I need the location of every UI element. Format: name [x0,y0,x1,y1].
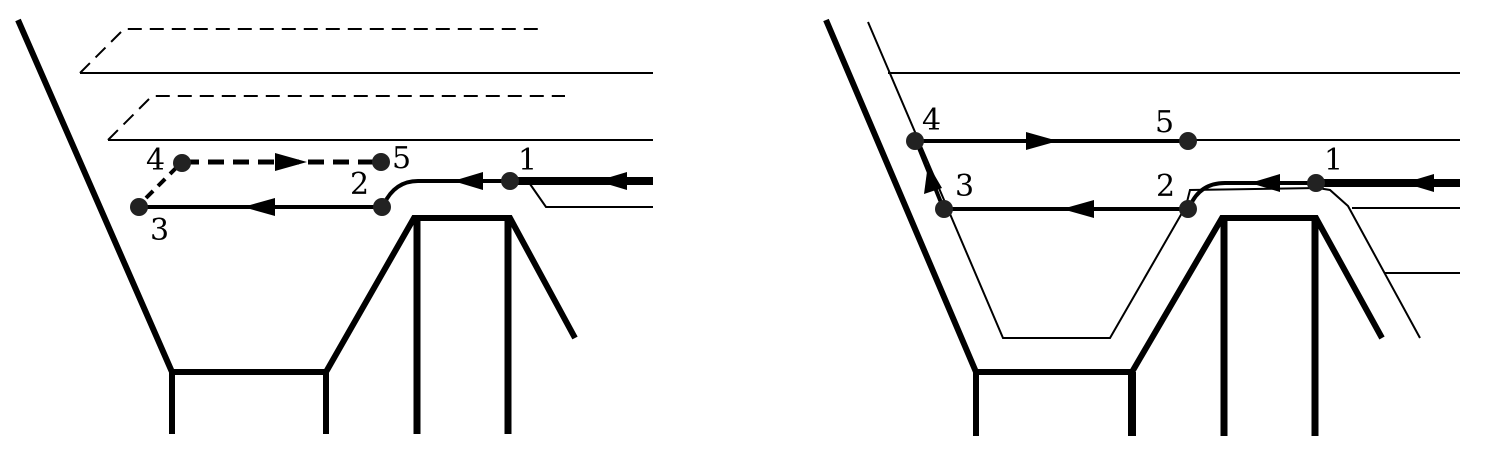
right-arrow-4-to-5 [1026,132,1058,150]
right-point-5 [1179,132,1197,150]
right-label-1: 1 [1324,143,1343,178]
left-arrow-2-to-3 [243,198,275,216]
left-label-5: 5 [392,141,411,176]
right-point-2 [1179,200,1197,218]
right-label-3: 3 [955,169,974,204]
right-offset-profile [867,21,1421,339]
left-point-1 [501,172,519,190]
left-point-4 [173,154,191,172]
right-arrow-entry [1404,174,1434,192]
left-workpiece-outline [15,18,578,375]
right-point-3 [935,200,953,218]
left-label-2: 2 [350,167,369,202]
left-dashed-layer-top [79,28,540,74]
left-profile-thin-line [509,181,653,208]
left-path-3-to-4 [144,162,182,200]
left-path-1-to-2 [382,179,510,205]
left-arrow-entry [597,172,627,190]
right-point-1 [1307,174,1325,192]
left-point-2 [373,198,391,216]
left-panel: 1 2 3 4 5 [15,18,653,434]
left-label-1: 1 [518,143,537,178]
left-point-3 [130,198,148,216]
right-arrow-1-to-2 [1250,174,1280,192]
left-point-5 [372,153,390,171]
right-label-4: 4 [922,103,941,138]
left-arrow-1-to-2 [453,172,483,190]
right-label-5: 5 [1155,105,1174,140]
right-panel: 1 2 3 4 5 [823,18,1460,436]
right-label-2: 2 [1156,169,1175,204]
right-arrow-3-to-4 [924,164,942,194]
left-arrow-4-to-5 [275,153,307,171]
right-path-1-to-2 [1188,181,1316,207]
left-dashed-layer-second [107,95,565,141]
right-workpiece-outline [823,18,1385,375]
left-label-4: 4 [146,143,165,178]
right-point-4 [906,132,924,150]
right-arrow-2-to-3 [1062,200,1094,218]
left-label-3: 3 [150,213,169,248]
